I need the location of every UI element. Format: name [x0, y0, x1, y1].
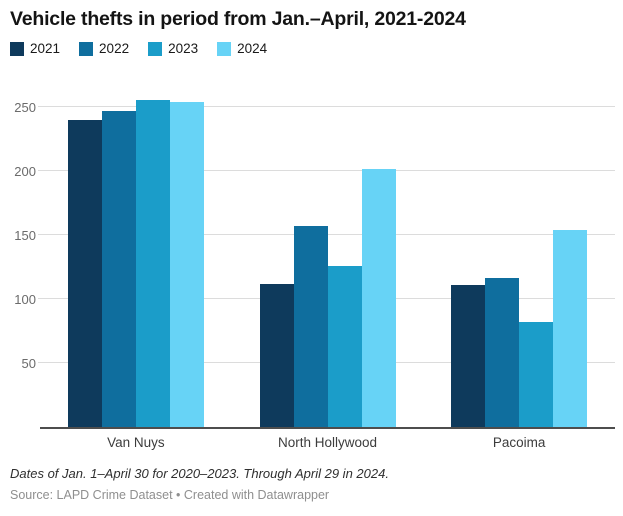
- bar-2023-north-hollywood: [327, 266, 362, 428]
- bar-group: [232, 94, 424, 428]
- legend-swatch: [217, 41, 232, 56]
- bar-2022-pacoima: [485, 277, 520, 428]
- legend-item: 2022: [79, 41, 129, 56]
- footer: Dates of Jan. 1–April 30 for 2020–2023. …: [8, 466, 615, 503]
- category-label: North Hollywood: [277, 435, 378, 451]
- y-tick-label: 150: [14, 227, 36, 243]
- legend-swatch: [10, 41, 24, 56]
- plot-area: [38, 94, 615, 430]
- legend-item: 2023: [148, 41, 198, 56]
- legend-item: 2021: [10, 41, 60, 56]
- y-tick-label: 200: [14, 163, 36, 179]
- bar-2021-pacoima: [451, 285, 486, 428]
- bar-group: [40, 94, 232, 428]
- y-tick-label: 250: [14, 99, 36, 115]
- bar-2024-pacoima: [553, 230, 588, 428]
- bar-2021-north-hollywood: [259, 284, 294, 428]
- bar-2023-pacoima: [519, 322, 554, 428]
- bar-2022-north-hollywood: [293, 226, 328, 428]
- bar-group: [423, 94, 615, 428]
- y-axis: 50 100 150 200 250: [8, 94, 40, 429]
- legend-item: 2024: [217, 41, 267, 56]
- y-tick-label: 100: [14, 291, 36, 307]
- bar-2021-van-nuys: [67, 120, 102, 428]
- bar-2024-north-hollywood: [361, 168, 396, 428]
- legend-swatch: [79, 41, 94, 56]
- chart-area: 50 100 150 200 250: [8, 94, 615, 430]
- gridline: [38, 106, 615, 108]
- legend-label: 2023: [168, 41, 199, 57]
- legend: 2021 2022 2023 2024: [8, 41, 615, 56]
- legend-swatch: [148, 41, 163, 56]
- category-label: Pacoima: [492, 435, 546, 451]
- bar-2024-van-nuys: [169, 102, 204, 428]
- legend-label: 2022: [99, 41, 130, 57]
- legend-label: 2021: [30, 41, 61, 57]
- footer-note: Dates of Jan. 1–April 30 for 2020–2023. …: [10, 466, 389, 482]
- chart-title: Vehicle thefts in period from Jan.–April…: [10, 8, 466, 30]
- bar-2023-van-nuys: [135, 99, 170, 428]
- bar-layer: [40, 94, 615, 428]
- legend-label: 2024: [237, 41, 268, 57]
- bar-2022-van-nuys: [101, 111, 136, 428]
- category-label: Van Nuys: [107, 435, 165, 451]
- footer-source: Source: LAPD Crime Dataset • Created wit…: [10, 488, 330, 503]
- gridline: [38, 170, 615, 172]
- x-axis-labels: Van Nuys North Hollywood Pacoima: [40, 434, 615, 451]
- y-tick-label: 50: [21, 355, 36, 371]
